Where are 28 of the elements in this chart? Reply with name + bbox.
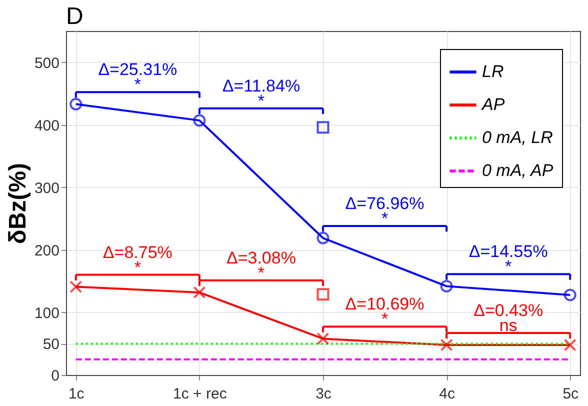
point bbox=[564, 338, 576, 352]
y-tick-label: 400 bbox=[34, 117, 60, 134]
point bbox=[440, 338, 453, 352]
y-tick-label: 300 bbox=[34, 180, 60, 197]
legend-label: LR bbox=[482, 62, 504, 81]
y-tick-label: 500 bbox=[34, 54, 60, 72]
point bbox=[316, 332, 330, 345]
point bbox=[564, 288, 576, 302]
y-tick-label: 100 bbox=[34, 304, 60, 322]
x-tick-label: 5c bbox=[562, 386, 580, 402]
x-tick-label: 4c bbox=[439, 386, 456, 402]
point bbox=[440, 280, 453, 292]
legend-label: 0 mA, LR bbox=[482, 128, 553, 147]
y-tick-label: 0 bbox=[51, 368, 60, 384]
y-tick-label: 200 bbox=[34, 242, 60, 260]
point bbox=[70, 280, 82, 294]
x-tick-label: 1c bbox=[68, 386, 85, 402]
y-axis-title: δBz(%) bbox=[4, 162, 32, 244]
y-tick-label: 50 bbox=[42, 336, 60, 354]
point bbox=[193, 286, 206, 299]
chart-title: D bbox=[66, 3, 84, 30]
point bbox=[316, 232, 330, 244]
x-tick-label: 3c bbox=[316, 386, 332, 402]
x-tick-label: 1c + rec bbox=[173, 386, 228, 402]
point bbox=[70, 98, 82, 110]
legend-label: AP bbox=[481, 95, 506, 114]
point bbox=[193, 114, 206, 127]
legend-label: 0 mA, AP bbox=[482, 161, 554, 180]
